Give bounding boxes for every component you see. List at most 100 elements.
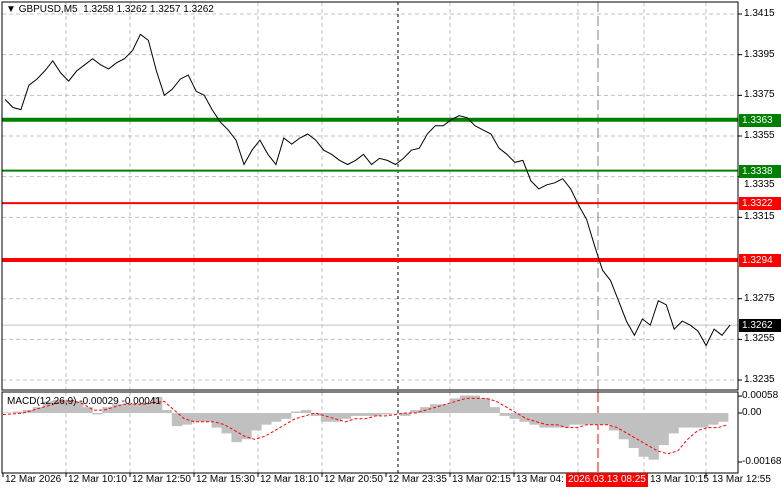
macd-histogram-bar: [3, 412, 14, 413]
macd-histogram-bar: [112, 404, 123, 413]
macd-histogram-bar: [698, 413, 709, 428]
macd-histogram-bar: [579, 413, 590, 425]
macd-histogram-bar: [529, 413, 540, 425]
macd-histogram-bar: [400, 413, 411, 416]
macd-histogram-bar: [678, 413, 689, 428]
macd-histogram-bar: [181, 413, 193, 425]
time-tick-label: 13 Mar 04:: [516, 474, 564, 485]
macd-histogram-bar: [32, 407, 44, 413]
macd-histogram-bar: [340, 413, 352, 419]
macd-signal-line: [2, 397, 729, 455]
macd-histogram-bar: [191, 413, 203, 422]
macd-histogram-bar: [469, 395, 481, 413]
macd-histogram-bar: [549, 413, 560, 428]
macd-histogram-bar: [390, 413, 401, 414]
macd-histogram-bar: [171, 413, 183, 427]
macd-histogram-bar: [211, 413, 222, 428]
price-tick-label: 1.3415: [744, 8, 775, 19]
macd-histogram-bar: [291, 411, 302, 413]
macd-tick-label: -0.00168: [742, 456, 781, 467]
macd-histogram-bar: [628, 413, 640, 449]
price-tick-label: 1.3375: [744, 89, 775, 101]
macd-histogram-bar: [380, 413, 391, 415]
macd-histogram-bar: [42, 401, 54, 413]
macd-histogram-bar: [261, 413, 272, 425]
macd-histogram-bar: [310, 413, 322, 416]
macd-histogram-bar: [708, 413, 719, 425]
macd-histogram-bar: [221, 413, 232, 434]
macd-histogram-bar: [559, 413, 570, 428]
macd-histogram-bar: [52, 399, 63, 413]
time-tick-label: 12 Mar 23:35: [388, 474, 447, 485]
macd-histogram-bar: [499, 413, 510, 416]
time-tick-label: 12 Mar 12:50: [132, 474, 191, 485]
macd-histogram-bar: [350, 413, 361, 416]
level-price-tag: 1.3322: [739, 197, 781, 211]
macd-tick-label: 0.00: [742, 407, 762, 418]
macd-histogram-bar: [360, 413, 371, 416]
price-tick-label: 1.3355: [744, 130, 775, 141]
chart-title: ▼ GBPUSD,M5 1.3258 1.3262 1.3257 1.3262: [6, 4, 214, 15]
macd-histogram-bar: [161, 410, 173, 413]
macd-histogram-bar: [82, 407, 93, 413]
macd-histogram-bar: [410, 410, 421, 413]
ohlc-values: 1.3258 1.3262 1.3257 1.3262: [83, 4, 214, 15]
macd-histogram-bar: [569, 413, 580, 425]
time-tick-label: 12 Mar 10:10: [68, 474, 127, 485]
macd-histogram-bar: [62, 399, 73, 413]
macd-histogram-bar: [92, 413, 103, 415]
macd-histogram-bar: [320, 413, 332, 422]
dropdown-arrow-icon[interactable]: ▼: [6, 4, 16, 15]
price-tick-label: 1.3395: [744, 48, 775, 60]
price-tick-label: 1.3235: [744, 374, 775, 386]
macd-histogram-bar: [370, 413, 381, 416]
macd-tick-label: 0.00058: [742, 390, 779, 402]
macd-histogram-bar: [241, 413, 252, 440]
macd-histogram-bar: [201, 413, 212, 422]
macd-histogram-bar: [142, 402, 153, 413]
macd-histogram-bar: [598, 413, 610, 425]
macd-histogram-bar: [648, 413, 659, 460]
level-price-tag: 1.3338: [739, 164, 781, 178]
time-tick-label: 13 Mar 10:15: [650, 474, 709, 485]
macd-histogram-bar: [151, 396, 163, 413]
macd-histogram-bar: [509, 413, 520, 419]
macd-histogram-bar: [618, 413, 630, 440]
macd-histogram-bar: [459, 395, 471, 413]
macd-histogram-bar: [489, 407, 500, 413]
price-tick-label: 1.3335: [744, 178, 775, 190]
crosshair-time-label: 2026.03.13 08:25: [566, 473, 648, 487]
macd-histogram-bar: [449, 398, 461, 413]
macd-histogram-bar: [72, 401, 83, 413]
time-tick-label: 13 Mar 12:55: [712, 474, 771, 485]
macd-histogram-bar: [439, 404, 451, 413]
macd-histogram-bar: [122, 404, 133, 413]
main-panel-frame: [1, 1, 739, 391]
macd-histogram-bar: [251, 413, 262, 431]
macd-histogram-bar: [330, 413, 342, 422]
level-price-tag: 1.3363: [739, 113, 781, 127]
macd-histogram-bar: [12, 411, 24, 413]
macd-histogram-bar: [102, 407, 113, 413]
macd-histogram-bar: [718, 413, 729, 422]
macd-panel-frame: [1, 391, 739, 474]
macd-histogram-bar: [231, 413, 242, 443]
macd-histogram-bar: [638, 413, 649, 457]
macd-histogram-bar: [668, 413, 679, 434]
macd-histogram-bar: [539, 413, 550, 428]
price-line: [4, 33, 731, 347]
macd-histogram-bar: [658, 413, 669, 446]
macd-histogram-bar: [281, 413, 292, 419]
macd-histogram-bar: [479, 398, 491, 413]
price-tick-label: 1.3315: [744, 211, 775, 223]
macd-histogram-bar: [271, 413, 282, 422]
macd-histogram-bar: [588, 413, 600, 425]
time-tick-label: 13 Mar 02:15: [452, 474, 511, 485]
time-tick-label: 12 Mar 15:30: [196, 474, 255, 485]
macd-label: MACD(12,26,9) -0.00029 -0.00041: [7, 396, 161, 407]
macd-histogram-bar: [430, 404, 441, 413]
price-tick-label: 1.3275: [744, 292, 775, 304]
macd-histogram-bar: [132, 404, 143, 413]
macd-histogram-bar: [300, 410, 312, 413]
